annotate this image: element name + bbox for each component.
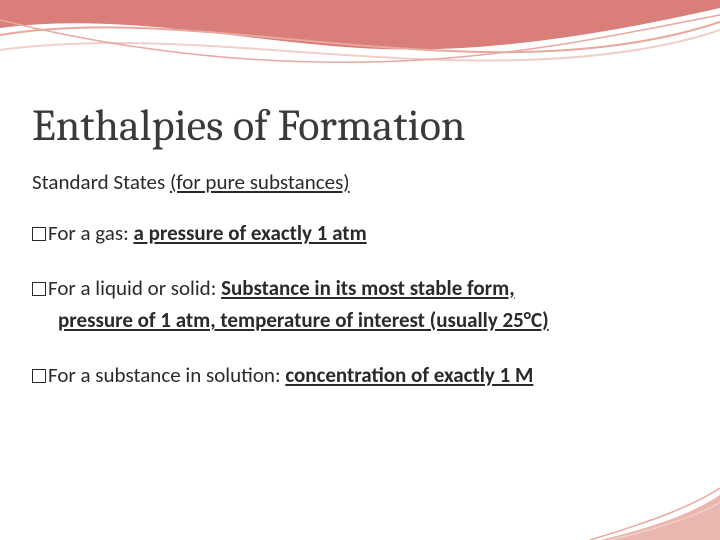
bullet-continuation: pressure of 1 atm, temperature of intere… [58,307,549,333]
bullet-item: For a substance in solution: concentrati… [32,359,688,392]
subheading: Standard States (for pure substances) [32,169,688,195]
subhead-underlined: (for pure substances) [170,169,350,195]
bullet-lead: For a liquid or solid: [48,275,221,301]
slide-content: Enthalpies of Formation Standard States … [0,0,720,391]
footer-swoosh [560,470,720,540]
bullet-lead: For a gas: [48,220,133,246]
square-bullet-icon [32,369,46,383]
bullet-underlined: Substance in its most stable form, [221,275,515,301]
subhead-plain: Standard States [32,169,170,195]
bullet-item: For a gas: a pressure of exactly 1 atm [32,217,688,250]
square-bullet-icon [32,227,46,241]
square-bullet-icon [32,282,46,296]
bullet-lead: For a substance in solution: [48,362,285,388]
bullet-item: For a liquid or solid: Substance in its … [32,272,688,337]
bullet-underlined: a pressure of exactly 1 atm [133,220,366,246]
slide-title: Enthalpies of Formation [32,100,688,151]
bullet-underlined: concentration of exactly 1 M [285,362,533,388]
